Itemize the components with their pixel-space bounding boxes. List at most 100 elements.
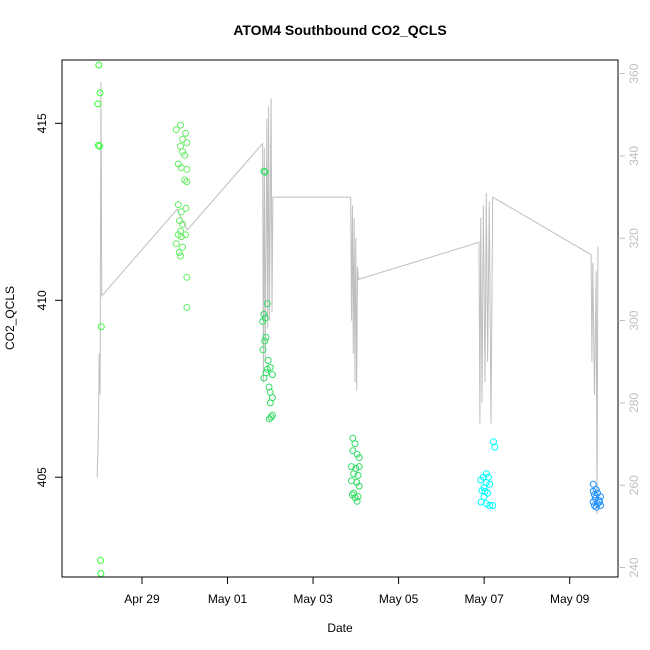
data-point [268,371,276,379]
data-point [355,454,363,462]
data-point [174,201,182,209]
data-point [183,303,191,311]
data-point [182,204,190,212]
data-point [597,502,604,509]
data-point [172,126,180,134]
data-point [351,494,359,502]
data-point [596,498,604,506]
x-tick-label: May 09 [550,592,590,606]
y2-tick-label: 320 [627,228,641,248]
data-point [183,273,191,281]
y-tick-label: 410 [35,290,49,310]
data-point [179,243,187,251]
data-point [96,142,104,150]
y-axis-label: CO2_QCLS [3,286,17,350]
data-point [94,100,102,108]
y2-tick-label: 240 [627,557,641,577]
x-tick-label: May 07 [464,592,504,606]
y-axis-right: 240 260 280 300 320 340 360 [618,63,641,578]
data-point [179,148,187,156]
data-point [95,61,103,69]
data-point [177,233,185,241]
data-point [355,482,363,490]
data-point [259,346,267,354]
data-point [97,323,105,331]
data-point [349,447,357,455]
y2-tick-label: 300 [627,310,641,330]
data-point [354,471,362,479]
x-tick-label: Apr 29 [124,592,160,606]
data-point [355,463,363,471]
data-point [183,178,191,186]
data-point [182,231,190,239]
data-point [179,135,187,143]
y2-tick-label: 280 [627,393,641,413]
line-series [96,81,599,515]
data-point [177,227,184,235]
data-point [264,356,272,364]
x-axis: Apr 29 May 01 May 03 May 05 May 07 May 09 [124,577,590,606]
data-point [348,463,355,471]
data-point [350,470,358,478]
data-point [260,374,268,382]
data-point [183,139,191,147]
data-point [181,151,189,159]
data-point [589,487,597,495]
data-point [351,440,359,448]
data-point [477,476,485,484]
x-tick-label: May 01 [208,592,248,606]
y2-tick-label: 260 [627,475,641,495]
data-point [181,176,189,184]
data-point [481,487,489,495]
data-point [592,503,600,511]
x-tick-label: May 03 [293,592,333,606]
x-tick-label: May 05 [379,592,419,606]
y-tick-label: 415 [35,113,49,133]
data-point [486,502,494,509]
data-point [97,556,104,564]
data-point [260,310,268,318]
data-point [182,129,190,137]
data-point [177,121,184,129]
y2-tick-label: 340 [627,146,641,166]
chart-title: ATOM4 Southbound CO2_QCLS [233,22,446,38]
data-point [259,318,267,325]
data-point [96,89,104,97]
data-point [175,249,183,256]
data-point [263,365,271,373]
data-point [94,141,102,149]
data-point [486,480,494,488]
data-point [478,487,486,495]
data-point [589,480,597,488]
data-point [177,252,184,260]
data-point [261,168,269,176]
data-point [177,208,185,216]
line-layer [96,81,599,515]
y-axis-left: 405 410 415 [35,113,62,487]
data-point [263,300,271,308]
data-point [266,399,274,407]
x-axis-label: Date [327,621,353,635]
y2-tick-label: 360 [627,63,641,83]
data-point [354,493,362,501]
data-point [350,489,358,497]
data-point [172,240,180,248]
data-point [491,443,499,451]
data-point [260,167,268,175]
data-point [353,450,361,458]
data-point [480,493,488,501]
data-point [267,413,275,421]
data-point [183,165,191,173]
points-layer [94,61,604,577]
y-tick-label: 405 [35,467,49,487]
data-point [353,497,361,505]
plot-frame [61,59,619,578]
data-point [489,502,497,509]
data-point [261,337,269,345]
data-point [482,500,490,508]
data-point [262,333,270,341]
data-point [179,220,187,228]
data-point [265,415,273,423]
